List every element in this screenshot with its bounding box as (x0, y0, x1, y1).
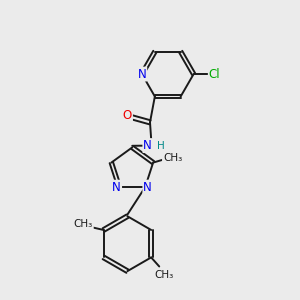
Text: N: N (112, 181, 121, 194)
Text: CH₃: CH₃ (74, 220, 93, 230)
Text: H: H (157, 141, 164, 151)
Text: CH₃: CH₃ (163, 153, 182, 163)
Text: N: N (143, 139, 152, 152)
Text: Cl: Cl (209, 68, 220, 81)
Text: N: N (137, 68, 146, 81)
Text: O: O (123, 109, 132, 122)
Text: CH₃: CH₃ (154, 270, 174, 280)
Text: N: N (143, 181, 152, 194)
